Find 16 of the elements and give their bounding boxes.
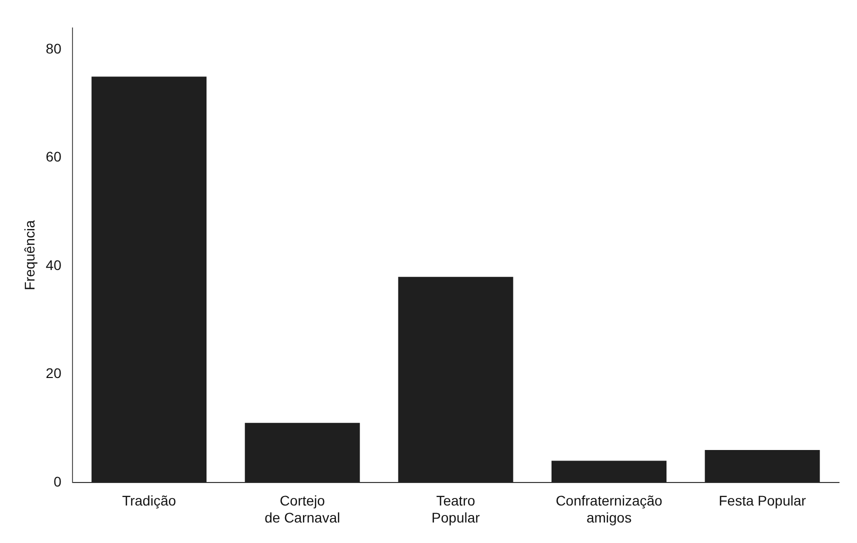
y-tick-label: 0 <box>54 473 62 490</box>
bar <box>398 276 514 482</box>
bar <box>552 460 667 482</box>
x-tick-label: Confraternização amigos <box>556 492 663 526</box>
bar <box>704 450 820 482</box>
y-tick-label: 20 <box>46 365 62 382</box>
y-tick-label: 80 <box>46 40 62 56</box>
y-tick-label: 60 <box>46 148 62 165</box>
bar <box>244 422 360 482</box>
y-tick-label: 40 <box>46 256 62 273</box>
x-tick-label: Teatro Popular <box>432 492 480 526</box>
x-tick-label: Cortejo de Carnaval <box>264 492 340 526</box>
x-tick-label: Tradição <box>122 492 176 509</box>
x-tick-label: Festa Popular <box>718 492 806 509</box>
y-axis-title: Frequência <box>21 220 38 290</box>
bar <box>92 76 207 482</box>
